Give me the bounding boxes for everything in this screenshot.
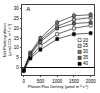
svg-text:1000: 1000 [52,79,63,84]
svg-text:0: 0 [16,65,19,70]
svg-text:Net Photosynthesis(μmol CO₂ m⁻: Net Photosynthesis(μmol CO₂ m⁻² s⁻¹) [2,23,12,57]
svg-text:A: A [26,6,30,12]
svg-text:2000: 2000 [86,79,97,84]
svg-text:30: 30 [83,49,89,54]
svg-text:35: 35 [83,55,89,60]
svg-text:1500: 1500 [69,79,80,84]
svg-text:25: 25 [14,16,20,21]
svg-text:40: 40 [83,61,89,66]
svg-text:25: 25 [83,43,89,48]
svg-text:Photon Flux Density (μmol m⁻²: Photon Flux Density (μmol m⁻² s⁻¹) [28,84,89,89]
svg-text:15: 15 [14,36,20,41]
svg-text:500: 500 [37,79,45,84]
svg-text:5: 5 [16,55,19,60]
svg-text:20: 20 [14,26,20,31]
svg-text:20: 20 [83,38,89,43]
svg-text:10: 10 [14,45,20,50]
svg-text:0: 0 [22,79,25,84]
svg-text:30: 30 [14,6,20,11]
